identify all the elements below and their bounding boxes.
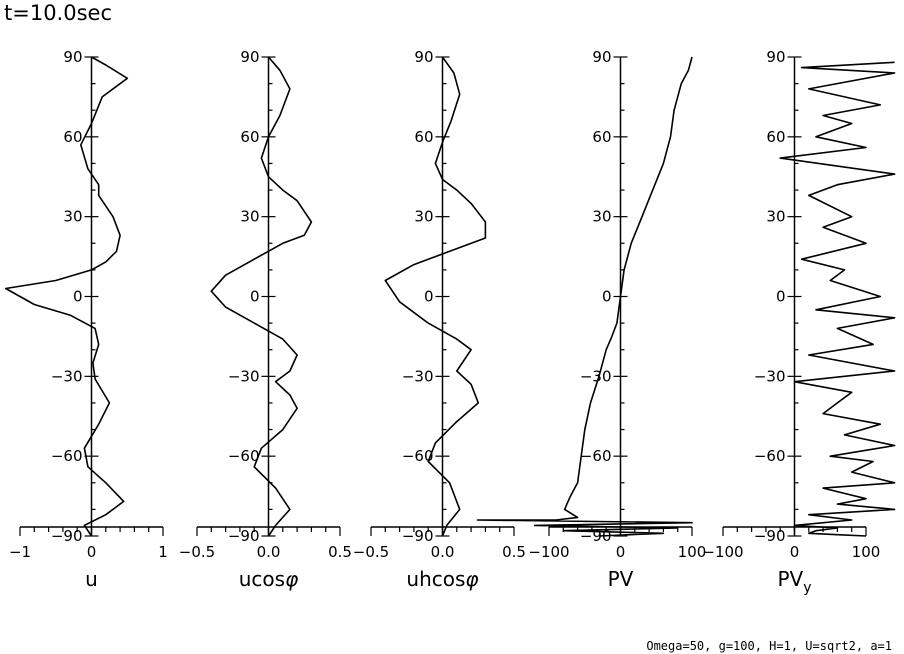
series-line-ucos <box>210 56 313 537</box>
y-tick-label-uhcos: 0 <box>424 288 434 306</box>
x-tick-label-PV: −100 <box>528 543 569 561</box>
panel-ucos: −90 −60 −30 0 30 60 90 −0.5 0.0 0.5 ucosφ <box>179 48 352 591</box>
x-axis-label-u: u <box>85 567 98 591</box>
panel-uhcos: −90 −60 −30 0 30 60 90 −0.5 0.0 0.5 uhcosφ <box>353 48 526 591</box>
y-tick-label-PVy: 60 <box>766 128 785 146</box>
x-tick-label-uhcos: 0.0 <box>431 543 455 561</box>
panel-PVy: −90 −60 −30 0 30 60 90 −100 0 100 PVy <box>702 48 896 596</box>
x-tick-label-PVy: −100 <box>702 543 743 561</box>
x-tick-label-ucos: 0.0 <box>257 543 281 561</box>
y-tick-label-uhcos: −60 <box>402 447 434 465</box>
y-tick-label-ucos: 90 <box>240 48 259 66</box>
x-axis-label-uhcos: uhcosφ <box>406 567 478 591</box>
y-tick-label-u: 30 <box>63 208 82 226</box>
x-tick-label-uhcos: 0.5 <box>502 543 526 561</box>
y-tick-label-PVy: −30 <box>754 367 786 385</box>
series-line-u <box>4 56 129 537</box>
y-tick-label-uhcos: −90 <box>402 527 434 545</box>
y-tick-label-PVy: −60 <box>754 447 786 465</box>
x-tick-label-PV: 0 <box>616 543 626 561</box>
parameters-footer: Omega=50, g=100, H=1, U=sqrt2, a=1 <box>646 639 892 653</box>
y-tick-label-PV: 30 <box>592 208 611 226</box>
x-tick-label-ucos: −0.5 <box>179 543 215 561</box>
chart-title: t=10.0sec <box>4 1 112 25</box>
y-tick-label-ucos: −30 <box>228 367 260 385</box>
y-tick-label-ucos: 0 <box>250 288 260 306</box>
y-tick-label-ucos: −90 <box>228 527 260 545</box>
x-tick-label-u: 0 <box>87 543 97 561</box>
y-tick-label-PV: 60 <box>592 128 611 146</box>
y-tick-label-u: 90 <box>63 48 82 66</box>
x-axis-label-PVy: PVy <box>777 567 811 596</box>
x-tick-label-u: −1 <box>9 543 31 561</box>
panel-u: −90 −60 −30 0 30 60 90 −1 0 1 u <box>4 48 168 591</box>
x-axis-label-PV: PV <box>608 567 634 591</box>
y-tick-label-PVy: 30 <box>766 208 785 226</box>
y-tick-label-u: −60 <box>51 447 83 465</box>
y-tick-label-PV: −30 <box>580 367 612 385</box>
x-tick-label-PVy: 0 <box>790 543 800 561</box>
x-tick-label-u: 1 <box>158 543 168 561</box>
x-tick-label-PVy: 100 <box>852 543 881 561</box>
x-tick-label-uhcos: −0.5 <box>353 543 389 561</box>
y-tick-label-u: 0 <box>73 288 83 306</box>
y-tick-label-uhcos: 90 <box>414 48 433 66</box>
y-tick-label-PV: 90 <box>592 48 611 66</box>
y-tick-label-uhcos: −30 <box>402 367 434 385</box>
x-tick-label-PV: 100 <box>678 543 707 561</box>
y-tick-label-PVy: −90 <box>754 527 786 545</box>
y-tick-label-PV: 0 <box>602 288 612 306</box>
x-tick-label-ucos: 0.5 <box>328 543 352 561</box>
y-tick-label-ucos: 60 <box>240 128 259 146</box>
y-tick-label-u: −90 <box>51 527 83 545</box>
y-tick-label-u: −30 <box>51 367 83 385</box>
y-tick-label-uhcos: 60 <box>414 128 433 146</box>
series-line-uhcos <box>384 56 487 537</box>
series-line-PV <box>476 56 693 537</box>
x-axis-label-ucos: ucosφ <box>239 567 299 591</box>
y-tick-label-u: 60 <box>63 128 82 146</box>
y-tick-label-ucos: 30 <box>240 208 259 226</box>
y-tick-label-uhcos: 30 <box>414 208 433 226</box>
y-tick-label-PV: −60 <box>580 447 612 465</box>
y-tick-label-ucos: −60 <box>228 447 260 465</box>
y-tick-label-PVy: 90 <box>766 48 785 66</box>
y-tick-label-PVy: 0 <box>776 288 786 306</box>
series-line-PVy <box>779 61 896 537</box>
